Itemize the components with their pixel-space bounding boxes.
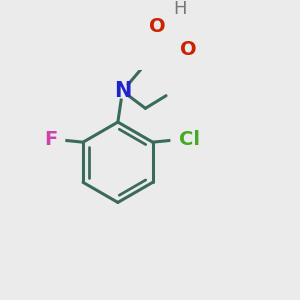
Circle shape: [182, 43, 196, 57]
Text: H: H: [174, 0, 187, 18]
Text: N: N: [114, 81, 131, 101]
Circle shape: [51, 133, 65, 147]
Text: O: O: [148, 17, 165, 36]
Text: Cl: Cl: [179, 130, 200, 149]
Circle shape: [116, 84, 129, 98]
Circle shape: [150, 20, 164, 34]
Text: F: F: [45, 130, 58, 149]
Text: O: O: [180, 40, 197, 59]
Circle shape: [171, 132, 187, 148]
